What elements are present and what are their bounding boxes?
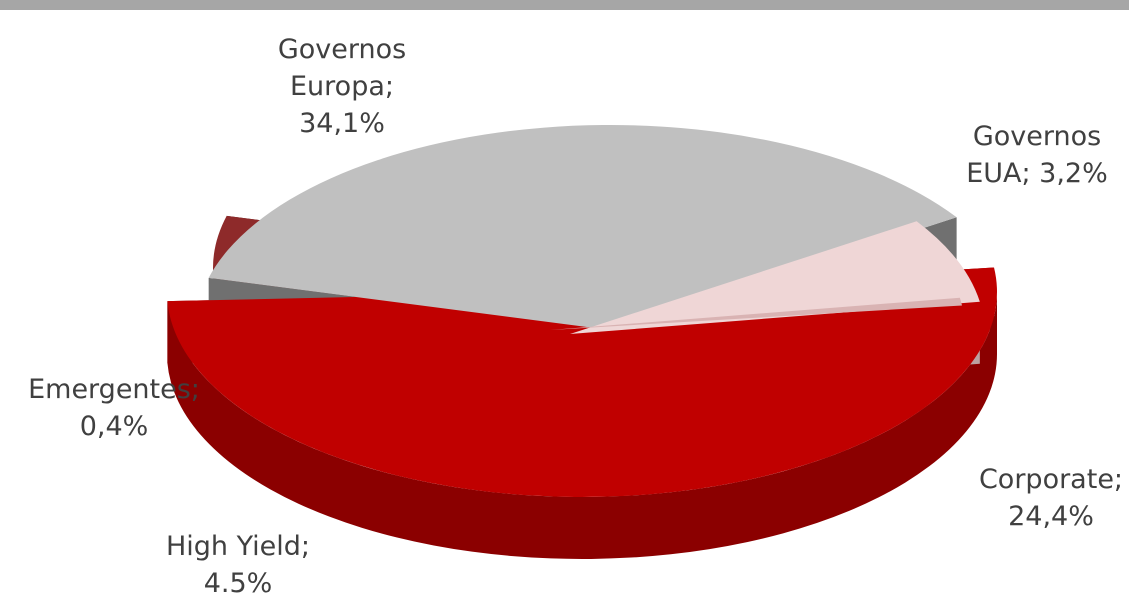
pie-top-layer — [167, 125, 997, 497]
pie-side-governos-europa — [167, 292, 997, 560]
pie-label-governos-eua: Governos EUA; 3,2% — [966, 121, 1108, 189]
top-divider-bar — [0, 0, 1129, 10]
pie-label-emergentes: Emergentes; 0,4% — [28, 374, 200, 442]
pie-label-layer: Governos Europa; 34,1% Governos EUA; 3,2% Cor… — [28, 34, 1123, 595]
pie-label-high-yield: High Yield; 4.5% — [166, 531, 310, 595]
pie-label-corporate: Corporate; 24,4% — [979, 464, 1123, 532]
pie-slice-emergentes[interactable] — [550, 297, 963, 330]
pie-slice-corporate[interactable] — [208, 125, 957, 331]
pie-slice-governos-europa[interactable] — [167, 267, 997, 497]
pie-label-governos-europa: Governos Europa; 34,1% — [278, 34, 406, 139]
